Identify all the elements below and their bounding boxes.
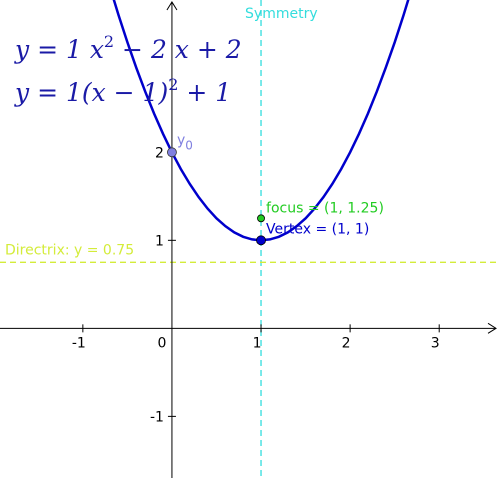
x-tick-label: 1 — [253, 335, 262, 351]
equation: y = 1 x2 − 2 x + 2 — [14, 32, 242, 64]
equation-text: + 1 — [178, 78, 231, 107]
equation-text: − 2 x + 2 — [114, 35, 242, 64]
point — [256, 235, 266, 246]
origin-label: 0 — [157, 335, 166, 351]
y-tick-label: 1 — [155, 233, 164, 249]
point-label: y0 — [177, 132, 193, 152]
x-tick-label: -1 — [72, 335, 86, 351]
y-arrow — [166, 1, 178, 11]
point-label: Vertex = (1, 1) — [266, 221, 369, 237]
x-tick-label: 3 — [431, 335, 440, 351]
equation: y = 1(x − 1)2 + 1 — [14, 75, 231, 107]
equation-exponent: 2 — [168, 75, 178, 94]
symmetry-label: Symmetry — [245, 6, 318, 22]
equation-text: y = 1 x — [14, 35, 104, 64]
point — [257, 214, 265, 223]
x-arrow — [487, 322, 497, 334]
point-label-text: Vertex = (1, 1) — [266, 221, 369, 237]
y-tick-label: 2 — [155, 145, 164, 161]
point-label-text: y — [177, 132, 185, 148]
equation-exponent: 2 — [104, 32, 114, 51]
y-tick-label: -1 — [150, 409, 164, 425]
x-tick-label: 2 — [342, 335, 351, 351]
point-label: focus = (1, 1.25) — [266, 200, 384, 216]
equation-text: y = 1(x − 1) — [14, 78, 168, 107]
directrix-label: Directrix: y = 0.75 — [5, 242, 134, 258]
point — [167, 147, 177, 158]
point-label-text: focus = (1, 1.25) — [266, 200, 384, 216]
point-label-subscript: 0 — [185, 138, 193, 152]
